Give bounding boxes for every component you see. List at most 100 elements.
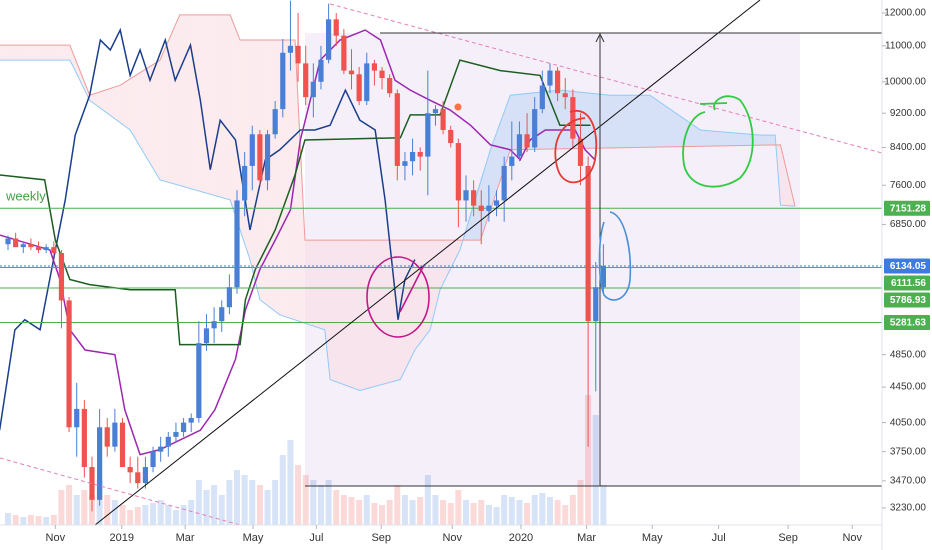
cloud-fill (562, 90, 565, 149)
candle-body (150, 451, 156, 468)
cloud-fill (276, 40, 279, 314)
cloud-fill (444, 240, 447, 282)
volume-bar (119, 505, 126, 525)
cloud-fill (188, 14, 191, 189)
candle-body (295, 45, 301, 64)
candle-body (516, 134, 523, 157)
cloud-fill (659, 101, 662, 148)
cloud-fill (232, 20, 235, 212)
cloud-fill (648, 95, 651, 148)
cloud-fill (665, 105, 668, 147)
cloud-fill (455, 240, 458, 259)
cloud-fill (738, 133, 741, 146)
circle-drawing (554, 109, 598, 184)
y-tick-label: 3750.00 (890, 446, 927, 457)
x-tick-label: 2019 (110, 532, 134, 544)
candle-body (58, 253, 65, 301)
level-label: 5786.93 (890, 295, 927, 306)
cloud-fill (343, 240, 346, 385)
measure-arrow-head (595, 32, 605, 43)
cloud-fill (211, 14, 214, 196)
cloud-fill (602, 94, 605, 149)
cloud-fill (289, 40, 292, 319)
volume-bar (66, 485, 73, 525)
cloud-fill (240, 40, 242, 235)
cloud-fill (453, 240, 456, 262)
volume-bar (501, 495, 508, 525)
candle-body (600, 266, 606, 288)
cloud-fill (379, 240, 382, 386)
cloud-fill (673, 110, 676, 147)
cloud-fill (11, 45, 13, 61)
y-tick-label: 4050.00 (890, 417, 927, 428)
cloud-fill (7, 45, 10, 61)
candle-body (303, 63, 309, 98)
cloud-fill (247, 40, 250, 259)
cloud-fill (671, 109, 674, 147)
cloud-fill (766, 135, 769, 146)
cloud-fill (720, 131, 723, 146)
volume-bar (218, 495, 225, 525)
cloud-fill (66, 45, 69, 61)
cloud-fill (747, 134, 750, 146)
cloud-fill (106, 89, 109, 114)
cloud-fill (35, 45, 38, 61)
cloud-fill (610, 95, 613, 148)
x-tick-label: Nov (442, 532, 462, 544)
cloud-fill (495, 128, 498, 192)
x-tick-label: May (642, 532, 663, 544)
cloud-fill (593, 93, 595, 149)
cloud-fill (108, 88, 111, 116)
volume-bar (340, 495, 347, 525)
cloud-fill (627, 95, 630, 148)
cloud-fill (329, 240, 332, 381)
cloud-fill (701, 130, 704, 147)
cloud-fill (180, 14, 183, 187)
cloud-fill (33, 45, 36, 61)
y-tick-label: 7600.00 (890, 180, 927, 191)
cloud-fill (711, 130, 714, 147)
candle-body (417, 152, 423, 157)
trend-line (329, 3, 882, 154)
volume-bar (485, 505, 492, 525)
cloud-fill (442, 240, 445, 285)
cloud-fill (604, 94, 607, 149)
volume-bar (43, 517, 50, 525)
cloud-fill (644, 95, 647, 148)
cloud-fill (161, 51, 164, 181)
circle-drawing (366, 256, 430, 338)
candle-body (577, 138, 584, 166)
cloud-fill (53, 45, 55, 61)
cloud-fill (18, 45, 21, 61)
cloud-fill (436, 240, 439, 304)
cloud-fill (522, 93, 525, 150)
candle-body (127, 467, 133, 473)
cloud-fill (196, 14, 199, 191)
candle-body (455, 143, 461, 201)
cloud-fill (114, 86, 117, 120)
cloud-fill (163, 46, 166, 182)
cloud-fill (283, 40, 286, 317)
candle-body (547, 70, 553, 86)
cloud-fill (385, 240, 387, 384)
cloud-fill (312, 240, 315, 327)
volume-bar (592, 415, 599, 525)
cloud-fill (388, 240, 391, 383)
level-label-box (884, 275, 930, 291)
candle-body (173, 432, 179, 437)
volume-bar (386, 500, 393, 525)
cloud-fill (734, 132, 737, 146)
cloud-fill (530, 92, 533, 150)
cloud-fill (678, 114, 681, 147)
candle-body (554, 70, 561, 94)
cloud-fill (762, 135, 765, 146)
volume-bar (379, 505, 386, 525)
cloud-fill (146, 67, 149, 160)
cloud-fill (5, 45, 8, 61)
volume-bar (424, 475, 431, 525)
cloud-fill (190, 14, 193, 189)
cloud-fill (325, 240, 328, 358)
cloud-fill (32, 45, 34, 61)
candle-body (387, 78, 393, 94)
x-tick-label: Nov (46, 532, 66, 544)
